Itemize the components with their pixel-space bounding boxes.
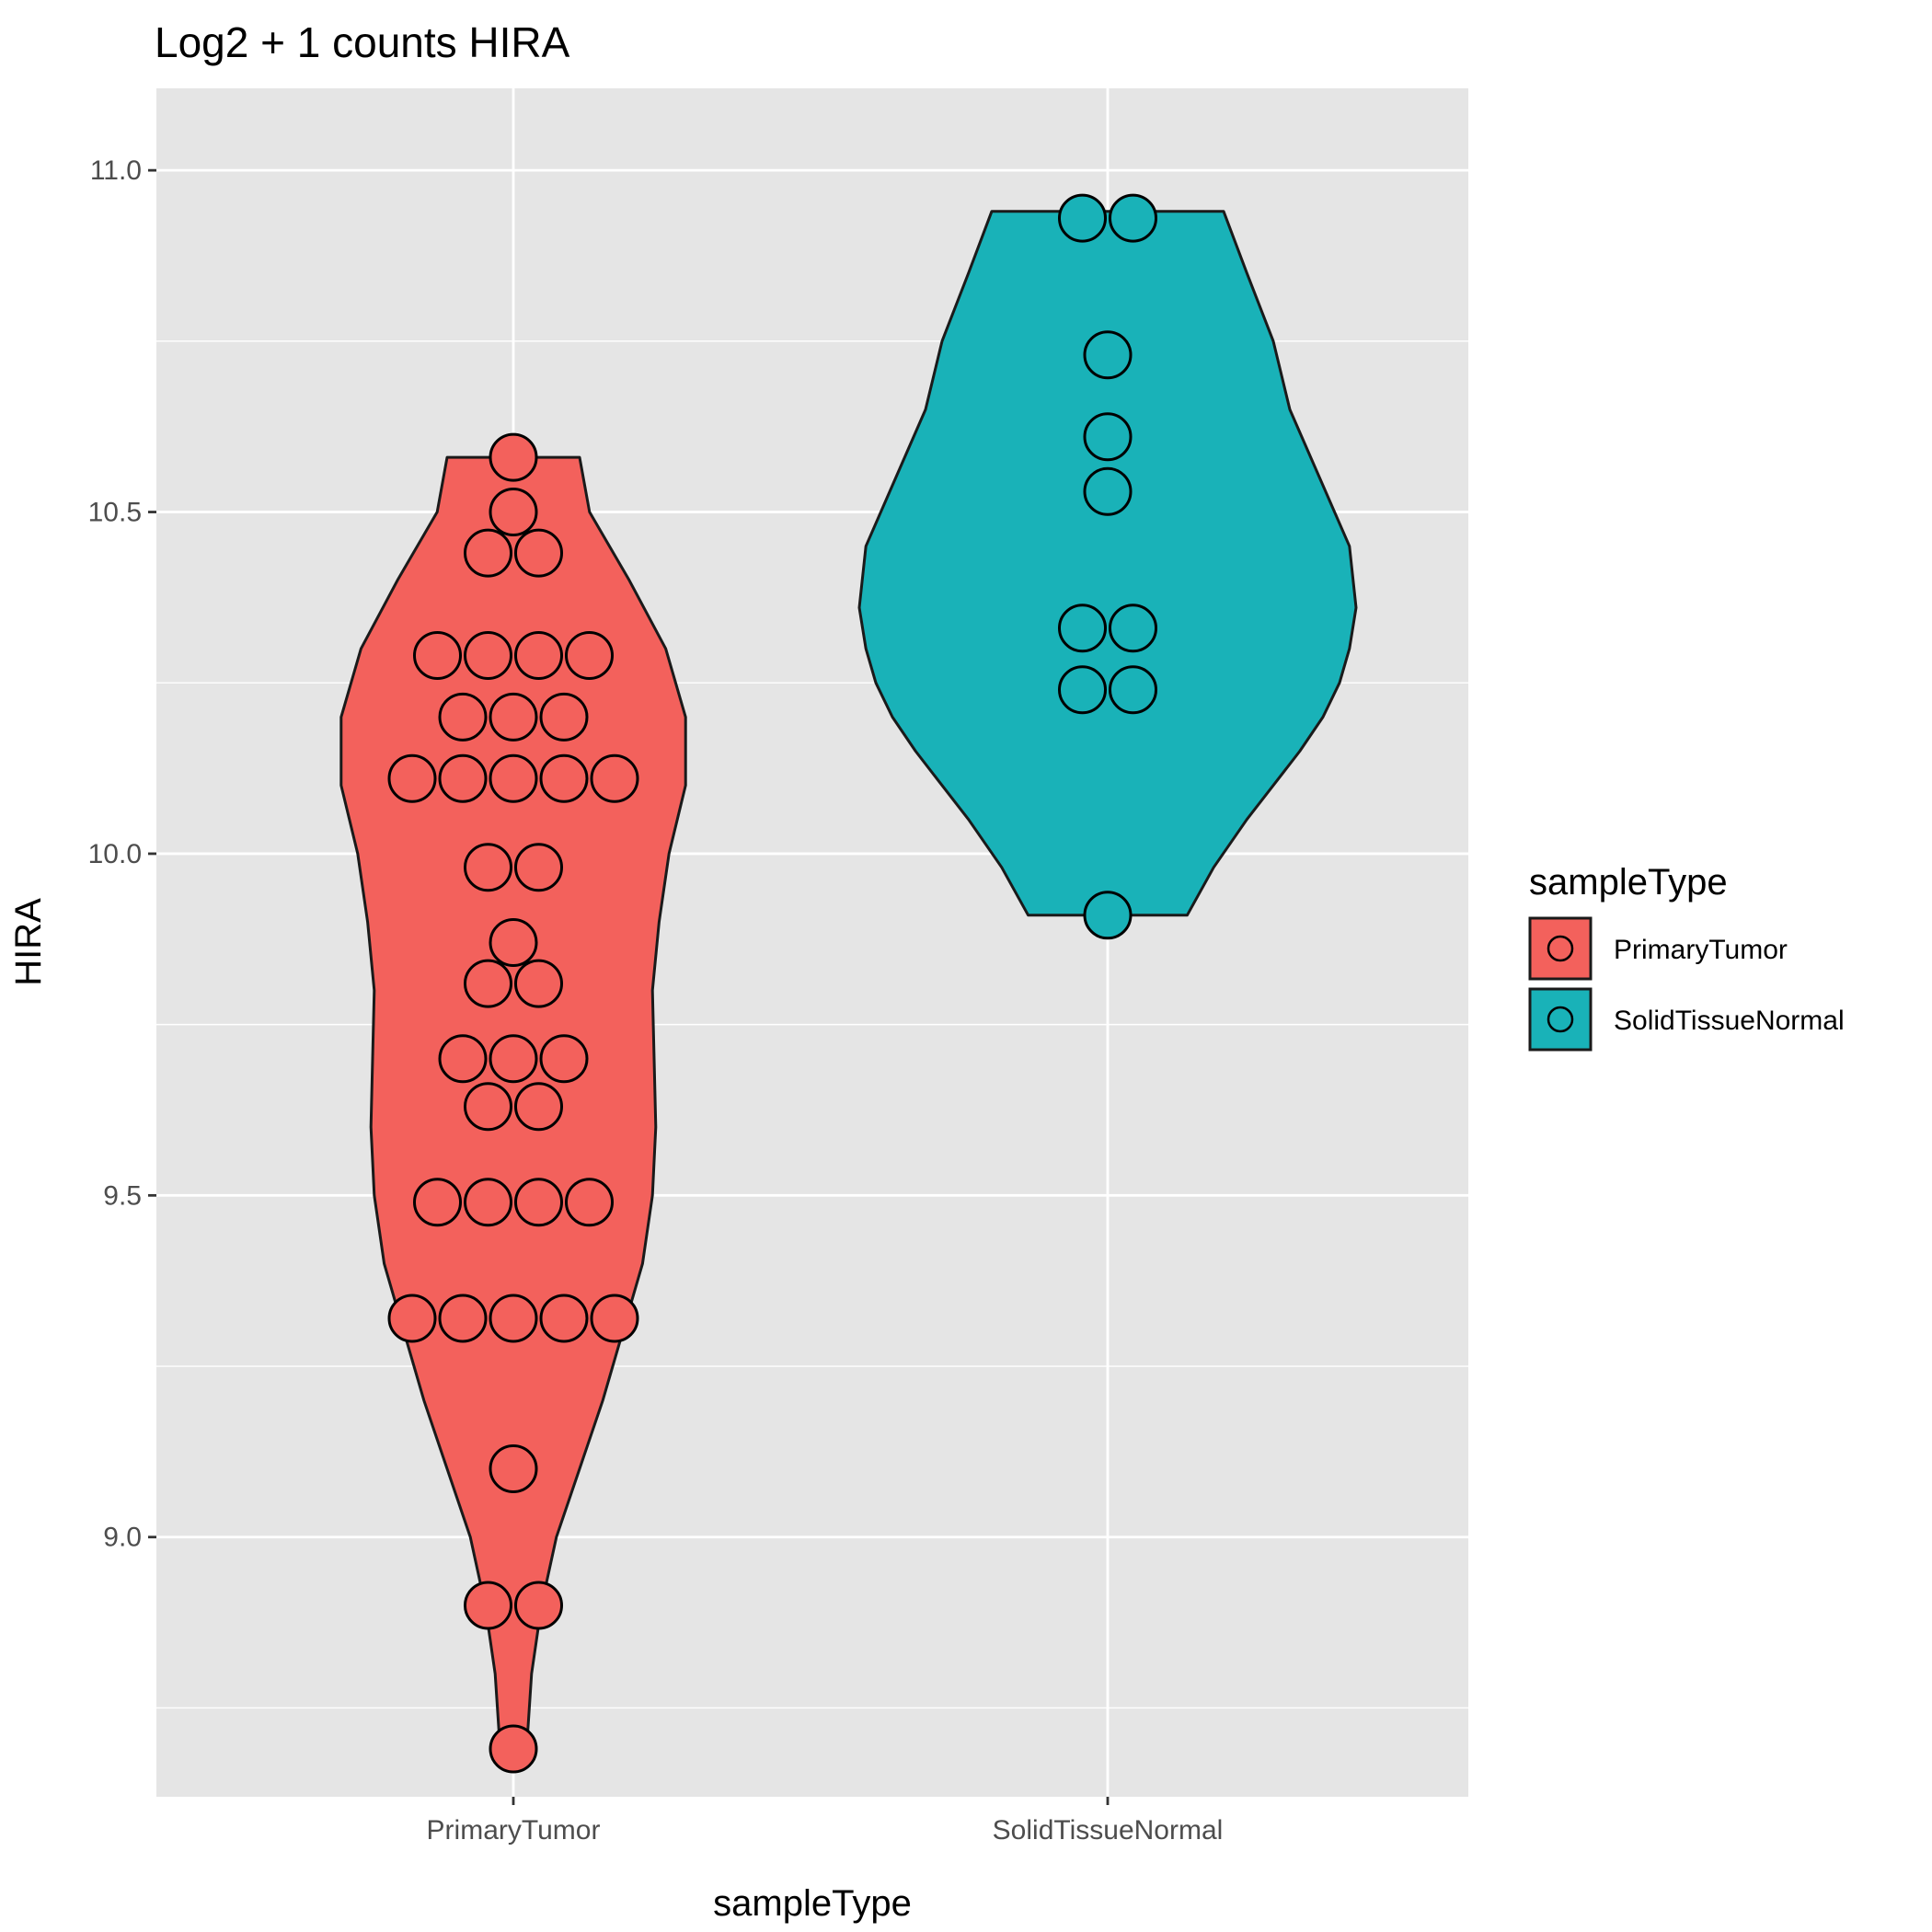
- legend-label: SolidTissueNormal: [1614, 1006, 1845, 1036]
- violin-SolidTissueNormal: [857, 210, 1358, 917]
- data-point: [464, 631, 512, 680]
- data-point: [489, 918, 538, 967]
- data-point: [1109, 604, 1157, 653]
- data-point: [514, 959, 563, 1008]
- data-point: [489, 1444, 538, 1493]
- data-point: [590, 1294, 639, 1343]
- data-point: [1058, 604, 1107, 653]
- data-point: [464, 1178, 512, 1227]
- data-point: [464, 1581, 512, 1630]
- data-point: [438, 753, 488, 803]
- legend-label: PrimaryTumor: [1614, 935, 1788, 965]
- y-tick-label: 10.0: [88, 839, 142, 869]
- x-tick-label: PrimaryTumor: [427, 1815, 601, 1846]
- data-point: [464, 1082, 512, 1132]
- data-point: [413, 631, 462, 680]
- data-point: [387, 753, 437, 803]
- data-point: [438, 692, 488, 742]
- legend-entry: PrimaryTumor: [1528, 916, 1788, 981]
- data-point: [590, 753, 639, 803]
- data-point: [539, 753, 589, 803]
- data-point: [413, 1178, 462, 1227]
- x-tick-label: SolidTissueNormal: [993, 1815, 1224, 1846]
- data-point: [514, 1581, 563, 1630]
- data-point: [489, 488, 538, 536]
- data-point: [489, 1294, 538, 1343]
- data-point: [565, 631, 614, 680]
- data-point: [514, 1082, 563, 1132]
- data-point: [1058, 193, 1107, 243]
- data-point: [514, 1178, 563, 1227]
- dot-points: [387, 193, 1157, 1774]
- legend-key-point: [1547, 935, 1574, 962]
- data-point: [438, 1294, 488, 1343]
- legend-key: [1528, 987, 1593, 1052]
- data-point: [514, 528, 563, 578]
- y-tick-label: 10.5: [88, 498, 142, 528]
- data-point: [539, 692, 589, 742]
- y-tick-label: 11.0: [90, 155, 142, 186]
- data-point: [1083, 891, 1133, 940]
- data-point: [489, 1034, 538, 1084]
- legend-entries: PrimaryTumor SolidTissueNormal: [1528, 916, 1845, 1052]
- data-point: [1083, 330, 1133, 380]
- data-point: [514, 843, 563, 892]
- data-point: [489, 432, 538, 482]
- x-axis-title: sampleType: [713, 1883, 912, 1924]
- data-point: [464, 528, 512, 578]
- data-point: [565, 1178, 614, 1227]
- axes: 9.0 9.5 10.0 10.5 11.0 PrimaryTumor SolidTissu…: [88, 155, 1224, 1846]
- y-tick-label: 9.0: [103, 1523, 142, 1553]
- data-point: [489, 692, 538, 742]
- data-point: [438, 1034, 488, 1084]
- data-point: [1058, 665, 1107, 715]
- legend-title: sampleType: [1529, 862, 1728, 903]
- data-point: [514, 631, 563, 680]
- data-point: [464, 843, 512, 892]
- y-axis-title: HIRA: [8, 898, 49, 986]
- data-point: [387, 1294, 437, 1343]
- data-point: [1083, 412, 1133, 462]
- chart-title: Log2 + 1 counts HIRA: [155, 18, 570, 66]
- data-point: [539, 1034, 589, 1084]
- legend-entry: SolidTissueNormal: [1528, 987, 1845, 1052]
- legend-key: [1528, 916, 1593, 981]
- data-point: [464, 959, 512, 1008]
- data-point: [539, 1294, 589, 1343]
- data-point: [1083, 466, 1133, 516]
- data-point: [489, 1724, 538, 1774]
- legend-key-point: [1547, 1006, 1574, 1033]
- data-point: [1109, 193, 1157, 243]
- data-point: [1109, 665, 1157, 715]
- data-point: [489, 753, 538, 803]
- legend: sampleType PrimaryTumor SolidTissueNormal: [1528, 862, 1845, 1052]
- y-tick-label: 9.5: [103, 1180, 142, 1211]
